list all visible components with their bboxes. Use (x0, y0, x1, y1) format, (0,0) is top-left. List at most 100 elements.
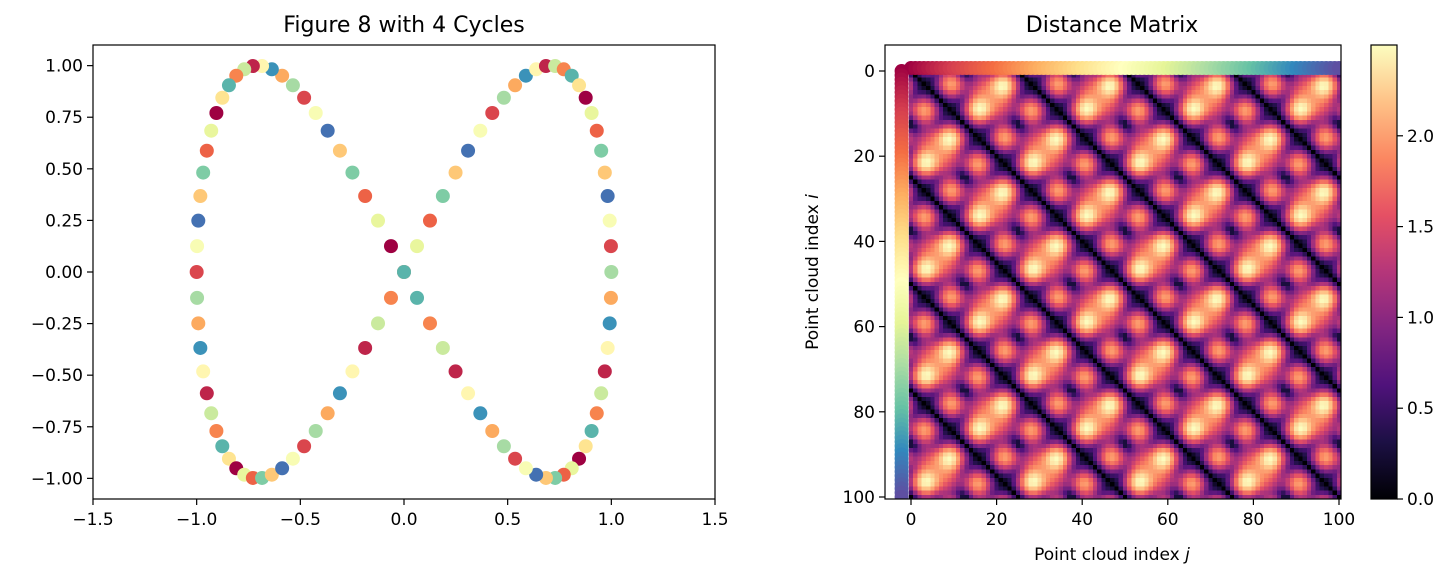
scatter-chart: Figure 8 with 4 Cycles −1.5 −1.0 −0.5 0.0 0.… (31, 13, 729, 530)
y-tick-label: −0.75 (31, 418, 83, 438)
scatter-point (383, 239, 398, 254)
y-tick-label: −0.50 (31, 366, 83, 386)
heatmap-chart: Distance Matrix 0 20 40 60 80 100 0 20 40 60 80 10… (803, 13, 1434, 565)
scatter-point (603, 290, 618, 305)
scatter-point (589, 406, 604, 421)
scatter-point (397, 265, 411, 279)
scatter-point (285, 78, 300, 93)
scatter-point (518, 68, 533, 83)
scatter-point (473, 406, 488, 421)
heatmap-title: Distance Matrix (1026, 13, 1198, 38)
scatter-point (383, 290, 398, 305)
colorbar-tick-label: 0.5 (1407, 399, 1434, 419)
scatter-point (485, 105, 500, 120)
scatter-point (297, 90, 312, 105)
scatter-point (435, 340, 450, 355)
y-tick-label: 40 (853, 232, 875, 252)
x-tick-label: 0.5 (494, 510, 521, 530)
scatter-point (603, 239, 618, 254)
y-tick-label: 20 (853, 147, 875, 167)
scatter-point (308, 424, 323, 439)
distance-matrix-image (908, 68, 1341, 499)
scatter-point (602, 316, 617, 331)
x-tick-label: −1.0 (176, 510, 217, 530)
colorbar-tick-label: 0.0 (1407, 490, 1434, 510)
scatter-title: Figure 8 with 4 Cycles (283, 13, 524, 38)
scatter-point (345, 165, 360, 180)
colorbar-gradient (1371, 45, 1397, 499)
scatter-point (508, 451, 523, 466)
scatter-point (496, 439, 511, 454)
scatter-point (199, 143, 214, 158)
x-tick-label: 0.0 (390, 510, 417, 530)
y-tick-label: 60 (853, 318, 875, 338)
scatter-point (485, 424, 500, 439)
scatter-point (190, 290, 205, 305)
scatter-point (358, 189, 373, 204)
heatmap-x-label: Point cloud index j (1034, 545, 1190, 565)
x-tick-label: 80 (1243, 510, 1265, 530)
heatmap-axes-frame (884, 44, 1342, 500)
scatter-point (196, 165, 211, 180)
scatter-point (204, 406, 219, 421)
scatter-point (604, 265, 619, 279)
scatter-point (564, 68, 579, 83)
border-point-top (1332, 61, 1341, 76)
heatmap-y-label: Point cloud index i (803, 194, 823, 350)
scatter-point (594, 143, 609, 158)
heatmap-y-ticks: 0 20 40 60 80 100 (843, 62, 885, 508)
colorbar-tick-label: 1.5 (1407, 218, 1434, 238)
scatter-point (422, 213, 437, 228)
scatter-point (600, 189, 615, 204)
scatter-point (345, 364, 360, 379)
scatter-point (508, 78, 523, 93)
scatter-point (578, 90, 593, 105)
x-tick-label: 1.0 (598, 510, 625, 530)
scatter-point (589, 123, 604, 138)
scatter-point (600, 340, 615, 355)
scatter-point (584, 424, 599, 439)
scatter-point (275, 461, 290, 476)
scatter-point (209, 424, 224, 439)
y-tick-label: 1.00 (45, 57, 83, 77)
x-tick-label: 100 (1323, 510, 1355, 530)
y-tick-label: 0 (864, 62, 875, 82)
scatter-point (190, 239, 205, 254)
heatmap-x-ticks: 0 20 40 60 80 100 (906, 499, 1355, 530)
scatter-point (597, 364, 612, 379)
x-tick-label: −1.5 (72, 510, 113, 530)
scatter-point (199, 386, 214, 401)
scatter-point (320, 123, 335, 138)
scatter-point (297, 439, 312, 454)
scatter-point (448, 165, 463, 180)
x-tick-label: 60 (1157, 510, 1179, 530)
y-tick-label: 0.50 (45, 160, 83, 180)
scatter-point (584, 105, 599, 120)
scatter-point (264, 467, 279, 482)
y-tick-label: −1.00 (31, 469, 83, 489)
y-tick-label: 0.75 (45, 108, 83, 128)
scatter-x-ticks: −1.5 −1.0 −0.5 0.0 0.5 1.0 1.5 (72, 499, 729, 530)
scatter-point (448, 364, 463, 379)
scatter-point (332, 386, 347, 401)
colorbar: 0.0 0.5 1.0 1.5 2.0 (1370, 44, 1434, 510)
y-tick-label: 0.00 (45, 263, 83, 283)
scatter-point (189, 265, 204, 279)
scatter-y-ticks: 1.00 0.75 0.50 0.25 0.00 −0.25 −0.50 −0.75 −1.00 (31, 57, 93, 489)
y-tick-label: 80 (853, 403, 875, 423)
colorbar-tick-label: 1.0 (1407, 308, 1434, 328)
scatter-point (209, 105, 224, 120)
scatter-point (196, 364, 211, 379)
scatter-point (597, 165, 612, 180)
scatter-point (229, 68, 244, 83)
scatter-point (308, 105, 323, 120)
scatter-point (215, 439, 230, 454)
scatter-point (578, 439, 593, 454)
scatter-point (371, 213, 386, 228)
scatter-point (193, 340, 208, 355)
scatter-point (572, 78, 587, 93)
x-tick-label: 0 (906, 510, 917, 530)
scatter-point (285, 451, 300, 466)
spectral-border-points (894, 61, 1341, 499)
